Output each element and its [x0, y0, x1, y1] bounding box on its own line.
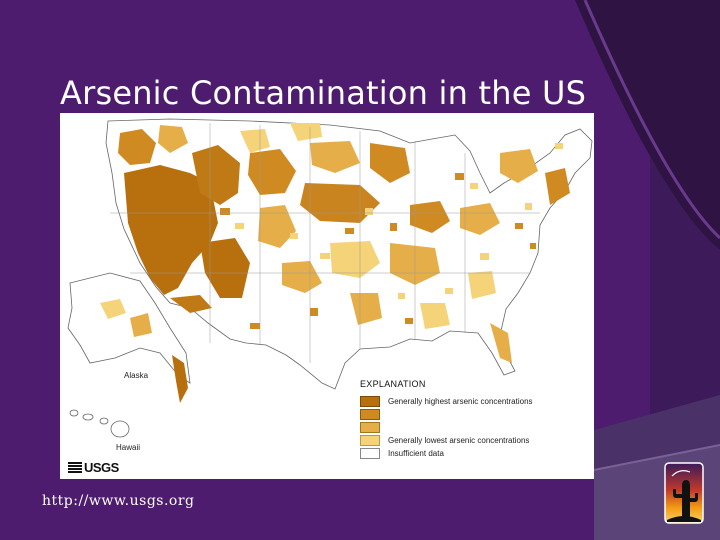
legend-label: Generally lowest arsenic concentrations: [388, 435, 530, 445]
desert-cactus-icon: [664, 462, 704, 524]
map-legend: EXPLANATION Generally highest arsenic co…: [360, 379, 590, 460]
legend-swatch: [360, 421, 380, 433]
source-url[interactable]: http://www.usgs.org: [42, 493, 195, 509]
legend-swatch: [360, 408, 380, 420]
legend-title: EXPLANATION: [360, 379, 426, 389]
legend-item: Insufficient data: [360, 447, 590, 459]
legend-swatch: [360, 434, 380, 446]
hawaii-label: Hawaii: [116, 443, 141, 452]
usgs-wave-icon: [68, 462, 82, 473]
legend-label: Insufficient data: [388, 448, 444, 458]
usgs-logo: USGS: [68, 460, 119, 475]
legend-swatch: [360, 447, 380, 459]
alaska-shape: [67, 272, 191, 384]
legend-item: Generally lowest arsenic concentrations: [360, 434, 590, 446]
legend-item: Generally highest arsenic concentrations: [360, 395, 590, 407]
legend-item: [360, 421, 590, 433]
slide-title: Arsenic Contamination in the US: [60, 74, 587, 112]
alaska-label: Alaska: [124, 371, 149, 380]
us-map-image: [67, 118, 593, 438]
legend-swatch: [360, 395, 380, 407]
hawaii-shape: [69, 409, 130, 438]
legend-item: [360, 408, 590, 420]
legend-label: Generally highest arsenic concentrations: [388, 396, 533, 406]
arsenic-map: Alaska Hawaii USGS EXPLANATION Generally…: [60, 113, 594, 479]
